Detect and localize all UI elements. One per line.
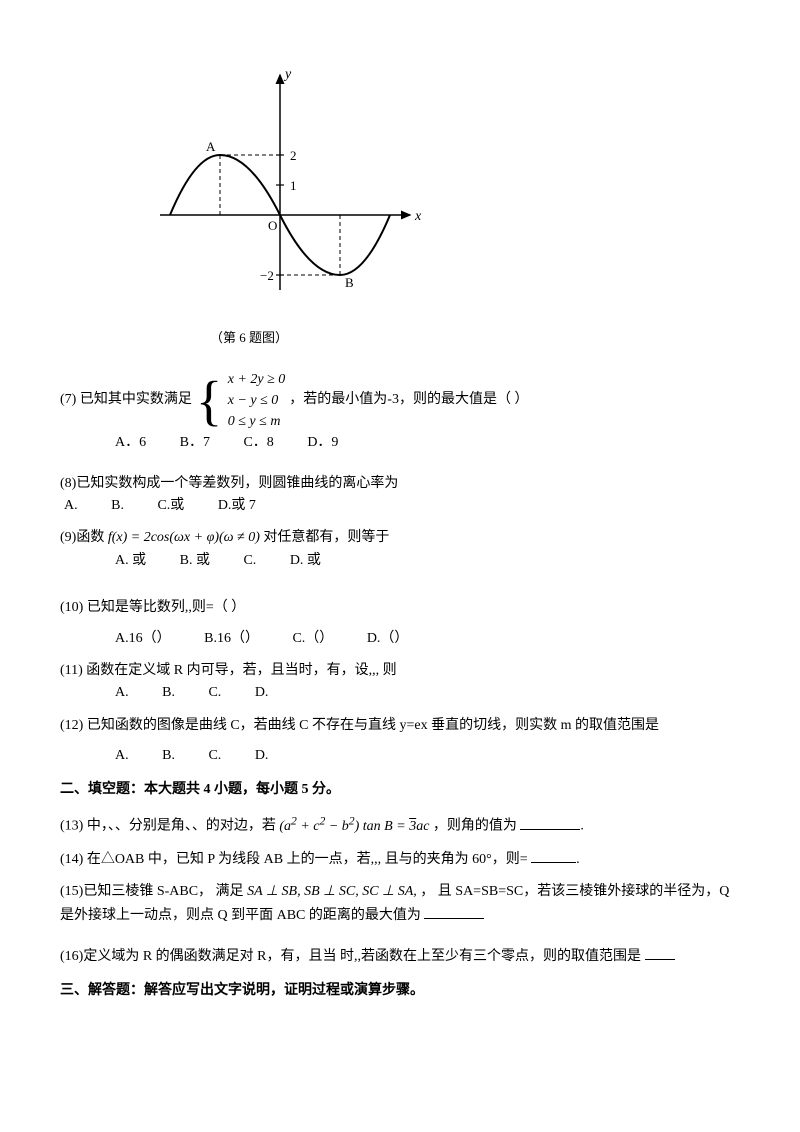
y-axis-label: y: [283, 67, 292, 82]
q7-constraint-1: x + 2y ≥ 0: [228, 369, 286, 390]
q13-pre: (13) 中，、、分别是角、、的对边，若: [60, 819, 279, 834]
q11-opt-a: A.: [115, 682, 129, 704]
q16-text: (16)定义域为 R 的偶函数满足对 R，有，且当 时,,若函数在上至少有三个零…: [60, 949, 641, 964]
question-16: (16)定义域为 R 的偶函数满足对 R，有，且当 时,,若函数在上至少有三个零…: [60, 945, 740, 968]
q7-opt-a: A．6: [115, 432, 146, 454]
q7-label: (7) 已知其中实数满足: [60, 389, 192, 411]
ytick-1: 1: [290, 178, 297, 193]
q10-opt-b: B.16（）: [204, 628, 259, 650]
q11-opt-b: B.: [162, 682, 175, 704]
point-a-label: A: [206, 139, 216, 154]
question-11: (11) 函数在定义域 R 内可导，若，且当时，有，设,,, 则 A. B. C…: [60, 660, 740, 705]
q9-opt-d: D. 或: [290, 550, 321, 572]
question-8: (8)已知实数构成一个等差数列，则圆锥曲线的离心率为 A. B. C.或 D.或…: [60, 473, 740, 518]
ytick-neg2: −2: [260, 268, 274, 283]
question-12: (12) 已知函数的图像是曲线 C，若曲线 C 不存在与直线 y=ex 垂直的切…: [60, 715, 740, 768]
q10-opt-c: C.（）: [292, 628, 333, 650]
graph-caption: （第 6 题图）: [210, 328, 740, 349]
q7-constraint-3: 0 ≤ y ≤ m: [228, 411, 286, 432]
q12-opt-d: D.: [255, 745, 269, 767]
q8-opt-c: C.或: [157, 495, 184, 517]
origin-label: O: [268, 218, 277, 233]
sine-graph-svg: x y O 2 1 −2 A B: [150, 60, 430, 310]
q12-label: (12) 已知函数的图像是曲线 C，若曲线 C 不存在与直线 y=ex 垂直的切…: [60, 715, 740, 737]
q9-opt-b: B. 或: [180, 550, 210, 572]
q12-opt-c: C.: [208, 745, 221, 767]
q14-blank: [531, 848, 576, 863]
section-2-heading: 二、填空题：本大题共 4 小题，每小题 5 分。: [60, 779, 740, 801]
q13-blank: [520, 815, 580, 830]
q7-opt-d: D．9: [307, 432, 338, 454]
question-7: (7) 已知其中实数满足 { x + 2y ≥ 0 x − y ≤ 0 0 ≤ …: [60, 369, 740, 454]
q8-opt-a: A.: [64, 495, 78, 517]
q7-constraint-2: x − y ≤ 0: [228, 390, 286, 411]
x-axis-label: x: [414, 209, 422, 224]
q9-pre: (9)函数: [60, 530, 108, 545]
question-9: (9)函数 f(x) = 2cos(ωx + φ)(ω ≠ 0) 对任意都有，则…: [60, 527, 740, 572]
question-6-graph: x y O 2 1 −2 A B: [150, 60, 740, 318]
question-13: (13) 中，、、分别是角、、的对边，若 (a2 + c2 − b2) tan …: [60, 812, 740, 838]
section-3-heading: 三、解答题：解答应写出文字说明，证明过程或演算步骤。: [60, 980, 740, 1002]
q15-formula: SA ⊥ SB, SB ⊥ SC, SC ⊥ SA,: [247, 884, 417, 899]
q15-pre: (15)已知三棱锥 S-ABC， 满足: [60, 884, 247, 899]
point-b-label: B: [345, 275, 354, 290]
q13-post: ，则角的值为: [433, 819, 517, 834]
ytick-2: 2: [290, 148, 297, 163]
q9-post: 对任意都有，则等于: [263, 530, 389, 545]
q10-opt-a: A.16（）: [115, 628, 171, 650]
q10-label: (10) 已知是等比数列,,则=（ ）: [60, 597, 740, 619]
q8-opt-b: B.: [111, 495, 124, 517]
q7-opt-b: B．7: [180, 432, 210, 454]
question-15: (15)已知三棱锥 S-ABC， 满足 SA ⊥ SB, SB ⊥ SC, SC…: [60, 881, 740, 927]
q9-opt-a: A. 或: [115, 550, 146, 572]
question-14: (14) 在△OAB 中，已知 P 为线段 AB 上的一点，若,,, 且与的夹角…: [60, 848, 740, 871]
q8-label: (8)已知实数构成一个等差数列，则圆锥曲线的离心率为: [60, 473, 740, 495]
q14-text: (14) 在△OAB 中，已知 P 为线段 AB 上的一点，若,,, 且与的夹角…: [60, 852, 528, 867]
q9-opt-c: C.: [243, 550, 256, 572]
q9-formula: f(x) = 2cos(ωx + φ)(ω ≠ 0): [108, 530, 260, 545]
question-10: (10) 已知是等比数列,,则=（ ） A.16（） B.16（） C.（） D…: [60, 597, 740, 650]
q11-opt-c: C.: [208, 682, 221, 704]
q16-blank: [645, 945, 675, 960]
q11-opt-d: D.: [255, 682, 269, 704]
q7-tail: ，若的最小值为-3，则的最大值是（ ）: [289, 389, 528, 411]
q10-opt-d: D.（）: [367, 628, 409, 650]
q7-opt-c: C．8: [243, 432, 273, 454]
q12-opt-b: B.: [162, 745, 175, 767]
q12-opt-a: A.: [115, 745, 129, 767]
q15-blank: [424, 904, 484, 919]
q11-label: (11) 函数在定义域 R 内可导，若，且当时，有，设,,, 则: [60, 660, 740, 682]
q8-opt-d: D.或 7: [218, 495, 256, 517]
